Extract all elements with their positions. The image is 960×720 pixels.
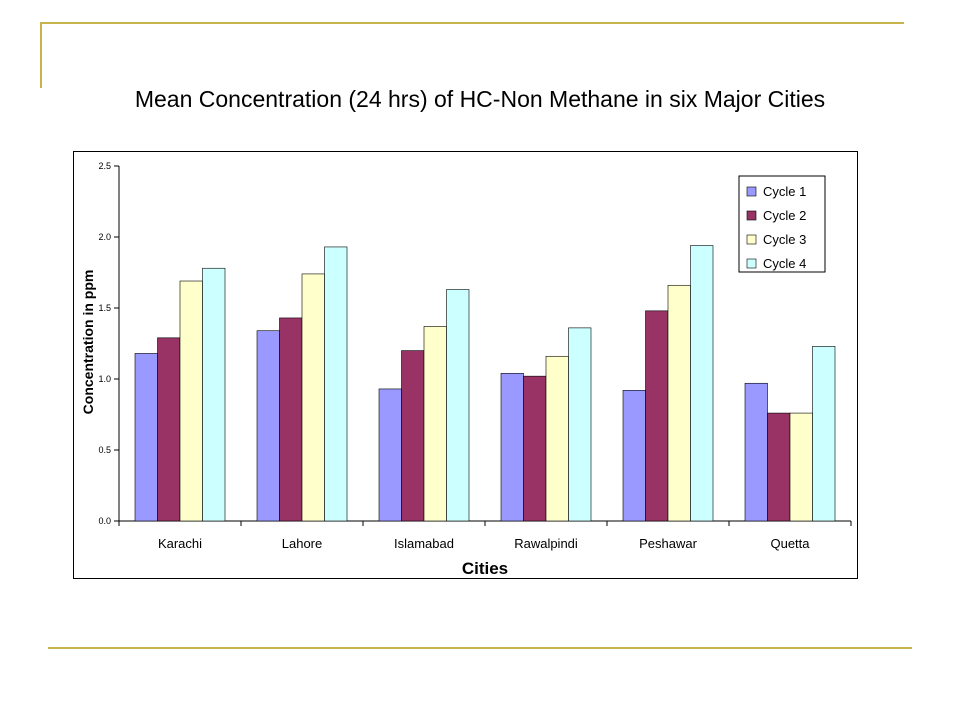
x-tick-label: Islamabad [394,536,454,551]
bar [378,388,402,522]
bar [523,375,547,522]
y-tick-label: 1.5 [98,303,111,313]
bar [157,337,181,522]
top-accent-line [40,22,904,24]
legend-swatch [746,210,757,221]
bar [179,280,203,522]
legend-swatch [746,258,757,269]
bar-chart: 0.0 0.5 1.0 1.5 2.0 2.5 Karachi Lahore Islamabad… [80,161,852,578]
bar [324,246,348,522]
bars [134,245,836,522]
x-tick-label: Rawalpindi [514,536,578,551]
bar [812,346,836,522]
bar [789,412,813,522]
bar [401,350,425,522]
bar [256,330,280,522]
y-tick-label: 2.0 [98,232,111,242]
bar [301,273,325,522]
bar [202,267,226,522]
bar [423,326,447,522]
bar [500,373,524,522]
legend-swatch [746,186,757,197]
axes: 0.0 0.5 1.0 1.5 2.0 2.5 Karachi Lahore Islamabad… [98,161,852,551]
bottom-accent-line [48,647,912,649]
bar [446,289,470,522]
x-tick-label: Karachi [158,536,202,551]
y-tick-label: 2.5 [98,161,111,171]
bar [767,412,791,522]
legend-label: Cycle 3 [763,232,806,247]
chart-frame: 0.0 0.5 1.0 1.5 2.0 2.5 Karachi Lahore Islamabad… [73,151,858,579]
left-accent-line [40,22,42,88]
legend-label: Cycle 4 [763,256,806,271]
y-tick-label: 0.0 [98,516,111,526]
bar [690,245,714,522]
bar [622,390,646,522]
bar [568,327,592,522]
legend-label: Cycle 1 [763,184,806,199]
legend-swatch [746,234,757,245]
page-title: Mean Concentration (24 hrs) of HC-Non Me… [134,86,826,112]
bar [744,382,768,522]
x-tick-label: Quetta [770,536,810,551]
legend-label: Cycle 2 [763,208,806,223]
bar [279,317,303,522]
x-axis-title: Cities [462,559,508,578]
y-axis-title: Concentration in ppm [80,270,96,415]
y-tick-label: 0.5 [98,445,111,455]
y-tick-label: 1.0 [98,374,111,384]
bar [134,353,158,522]
bar [667,284,691,522]
x-tick-label: Lahore [282,536,322,551]
legend: Cycle 1 Cycle 2 Cycle 3 Cycle 4 [738,175,826,273]
x-tick-label: Peshawar [639,536,697,551]
bar [645,310,669,522]
bar [545,355,569,522]
